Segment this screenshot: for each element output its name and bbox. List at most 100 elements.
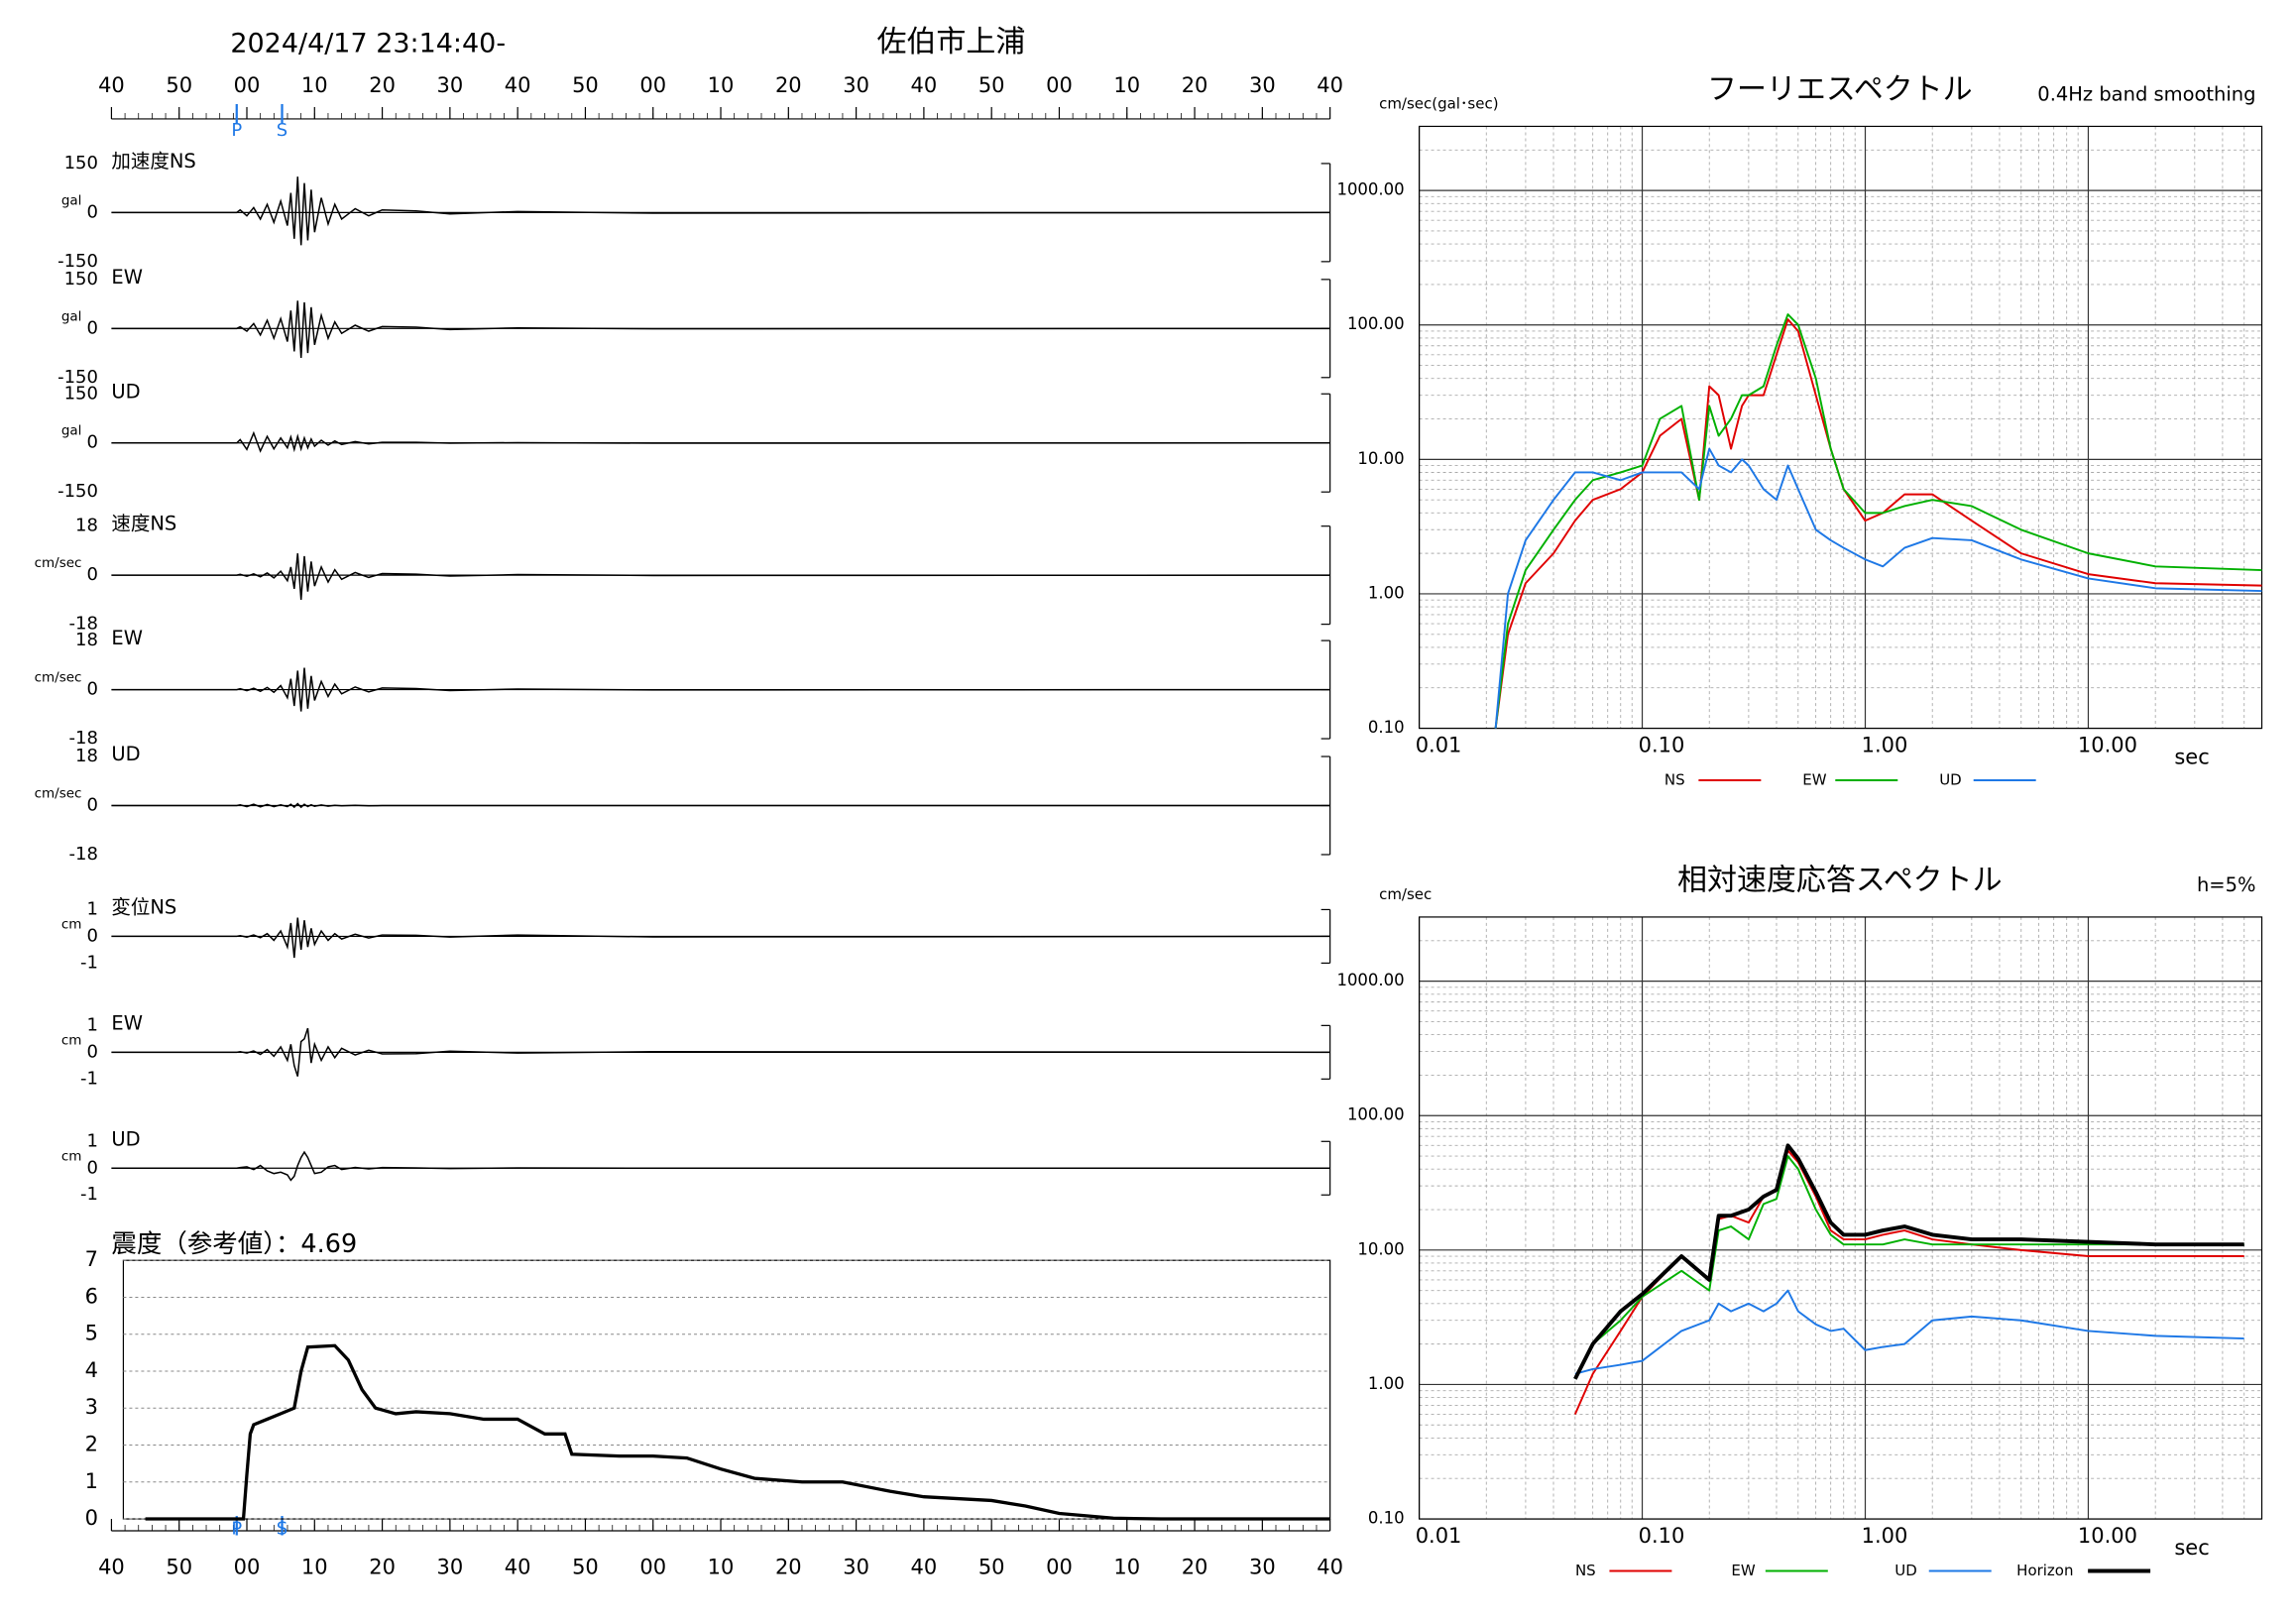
- y-tick-label: 0: [86, 795, 97, 816]
- legend-label: Horizon: [2016, 1562, 2073, 1579]
- y-tick-label: 0: [86, 201, 97, 222]
- y-tick-label: 0: [86, 679, 97, 700]
- y-tick-label: 0: [86, 1041, 97, 1062]
- spectrum-line: [1574, 1289, 2244, 1375]
- waveform-trace: [111, 300, 1330, 359]
- unit-label: cm/sec: [35, 555, 82, 571]
- waveform-trace: [111, 1150, 1330, 1182]
- x-tick-label: 30: [1249, 1556, 1276, 1579]
- y-tick-label: 150: [64, 269, 98, 290]
- panel-label: EW: [111, 1011, 143, 1034]
- unit-label: gal: [61, 192, 82, 208]
- panel-label: EW: [111, 627, 143, 649]
- y-tick-label: 1.00: [1368, 583, 1405, 602]
- y-tick-label: 1: [86, 1130, 97, 1151]
- legend-label: NS: [1665, 771, 1685, 789]
- x-tick-label: 00: [234, 73, 261, 97]
- unit-label: gal: [61, 308, 82, 324]
- x-tick-label: 40: [1317, 1556, 1343, 1579]
- x-tick-label: 40: [98, 1556, 125, 1579]
- y-tick-label: 2: [85, 1433, 98, 1456]
- x-tick-label: 1.00: [1862, 1524, 1908, 1548]
- x-tick-label: 10: [1113, 1556, 1140, 1579]
- panel-label: 速度NS: [111, 513, 176, 535]
- x-tick-label: 10: [708, 1556, 735, 1579]
- y-tick-label: 10.00: [1357, 1239, 1404, 1258]
- spectrum-line: [1494, 318, 2262, 729]
- x-axis-label: sec: [2174, 746, 2209, 769]
- x-tick-label: 20: [1182, 73, 1208, 97]
- x-tick-label: 20: [775, 73, 802, 97]
- x-tick-label: 0.01: [1416, 734, 1462, 757]
- y-tick-label: 150: [64, 153, 98, 174]
- y-tick-label: 0: [86, 432, 97, 453]
- y-tick-label: 0.10: [1368, 718, 1405, 737]
- x-tick-label: 20: [775, 1556, 802, 1579]
- x-tick-label: 10: [301, 1556, 328, 1579]
- waveform-trace: [111, 917, 1330, 959]
- x-tick-label: 30: [437, 73, 464, 97]
- y-tick-label: 1: [86, 898, 97, 919]
- y-axis-label: cm/sec(gal･sec): [1379, 94, 1498, 112]
- legend-label: EW: [1731, 1562, 1755, 1579]
- intensity-trace: [145, 1343, 1330, 1521]
- station-name: 佐伯市上浦: [876, 25, 1025, 59]
- panel-label: UD: [111, 1127, 140, 1150]
- y-tick-label: -150: [57, 367, 98, 388]
- x-tick-label: 30: [843, 73, 869, 97]
- panel-label: 変位NS: [111, 895, 176, 918]
- y-tick-label: 18: [75, 630, 98, 650]
- phase-label: P: [231, 120, 242, 141]
- x-tick-label: 20: [1182, 1556, 1208, 1579]
- legend-label: NS: [1575, 1562, 1596, 1579]
- y-tick-label: 0: [86, 925, 97, 946]
- x-tick-label: 30: [1249, 73, 1276, 97]
- waveform-trace: [111, 553, 1330, 600]
- phase-label: S: [277, 120, 287, 141]
- unit-label: cm: [61, 1148, 82, 1164]
- x-tick-label: 0.01: [1416, 1524, 1462, 1548]
- phase-label: S: [277, 1519, 287, 1540]
- legend-label: UD: [1939, 771, 1962, 789]
- y-tick-label: 1000.00: [1336, 971, 1404, 989]
- spectrum-line: [1494, 447, 2262, 729]
- x-tick-label: 30: [843, 1556, 869, 1579]
- y-tick-label: 1: [86, 1014, 97, 1035]
- x-tick-label: 1.00: [1862, 734, 1908, 757]
- plot-frame: [1418, 125, 2263, 730]
- spectrum-line: [1573, 1155, 2244, 1380]
- y-tick-label: -1: [80, 1068, 98, 1089]
- unit-label: cm/sec: [35, 670, 82, 686]
- y-tick-label: 100.00: [1347, 314, 1405, 333]
- y-tick-label: 10.00: [1357, 449, 1404, 468]
- x-tick-label: 00: [639, 73, 666, 97]
- x-tick-label: 0.10: [1639, 1524, 1685, 1548]
- x-tick-label: 50: [572, 73, 599, 97]
- waveform-trace: [111, 430, 1330, 453]
- y-tick-label: -1: [80, 1184, 98, 1205]
- x-tick-label: 0.10: [1639, 734, 1685, 757]
- x-tick-label: 10: [708, 73, 735, 97]
- panel-label: UD: [111, 743, 140, 765]
- y-tick-label: -18: [69, 728, 98, 749]
- y-tick-label: 18: [75, 516, 98, 536]
- chart-title: 相対速度応答スペクトル: [1677, 863, 2003, 897]
- y-tick-label: 1: [85, 1469, 98, 1493]
- phase-label: P: [231, 1519, 242, 1540]
- plot-frame: [122, 1259, 1331, 1520]
- unit-label: cm: [61, 1032, 82, 1048]
- panel-label: EW: [111, 266, 143, 289]
- y-tick-label: 0: [86, 317, 97, 338]
- y-tick-label: 0: [86, 564, 97, 585]
- y-tick-label: -18: [69, 614, 98, 635]
- y-tick-label: 5: [85, 1322, 98, 1345]
- y-tick-label: 1000.00: [1336, 180, 1404, 199]
- x-tick-label: 40: [1317, 73, 1343, 97]
- y-tick-label: 3: [85, 1395, 98, 1419]
- x-tick-label: 10.00: [2078, 734, 2137, 757]
- waveform-trace: [111, 667, 1330, 712]
- chart-title: フーリエスペクトル: [1707, 72, 1973, 107]
- legend-label: UD: [1894, 1562, 1917, 1579]
- x-tick-label: 30: [437, 1556, 464, 1579]
